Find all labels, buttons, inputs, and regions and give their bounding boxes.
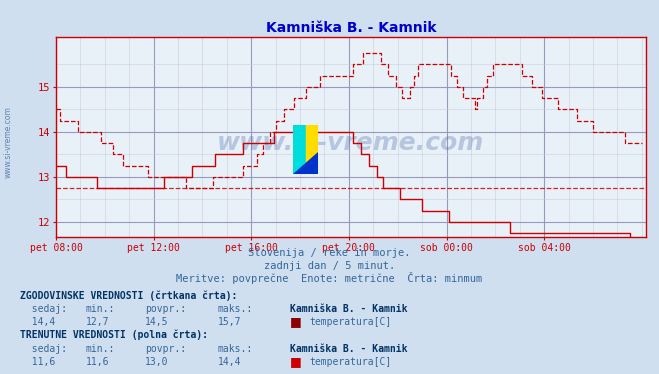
Polygon shape <box>293 152 318 174</box>
Text: 13,0: 13,0 <box>145 357 169 367</box>
Text: zadnji dan / 5 minut.: zadnji dan / 5 minut. <box>264 261 395 271</box>
Text: www.si-vreme.com: www.si-vreme.com <box>3 106 13 178</box>
Text: ■: ■ <box>290 355 302 368</box>
Text: TRENUTNE VREDNOSTI (polna črta):: TRENUTNE VREDNOSTI (polna črta): <box>20 330 208 340</box>
Text: Slovenija / reke in morje.: Slovenija / reke in morje. <box>248 248 411 258</box>
Text: 14,4: 14,4 <box>20 318 55 327</box>
Text: 11,6: 11,6 <box>86 357 109 367</box>
Text: temperatura[C]: temperatura[C] <box>310 357 392 367</box>
Text: 11,6: 11,6 <box>20 357 55 367</box>
Text: sedaj:: sedaj: <box>20 344 67 353</box>
Text: temperatura[C]: temperatura[C] <box>310 318 392 327</box>
Text: Kamniška B. - Kamnik: Kamniška B. - Kamnik <box>290 304 407 314</box>
Text: povpr.:: povpr.: <box>145 344 186 353</box>
Text: min.:: min.: <box>86 344 115 353</box>
Text: www.si-vreme.com: www.si-vreme.com <box>217 131 484 156</box>
Text: min.:: min.: <box>86 304 115 314</box>
Bar <box>306 125 318 174</box>
Title: Kamniška B. - Kamnik: Kamniška B. - Kamnik <box>266 21 436 35</box>
Text: sedaj:: sedaj: <box>20 304 67 314</box>
Text: povpr.:: povpr.: <box>145 304 186 314</box>
Text: maks.:: maks.: <box>217 304 252 314</box>
Text: Kamniška B. - Kamnik: Kamniška B. - Kamnik <box>290 344 407 353</box>
Text: 15,7: 15,7 <box>217 318 241 327</box>
Text: 12,7: 12,7 <box>86 318 109 327</box>
Text: Meritve: povprečne  Enote: metrične  Črta: minmum: Meritve: povprečne Enote: metrične Črta:… <box>177 272 482 284</box>
Text: 14,4: 14,4 <box>217 357 241 367</box>
Text: ZGODOVINSKE VREDNOSTI (črtkana črta):: ZGODOVINSKE VREDNOSTI (črtkana črta): <box>20 291 237 301</box>
Bar <box>293 125 306 174</box>
Text: maks.:: maks.: <box>217 344 252 353</box>
Text: 14,5: 14,5 <box>145 318 169 327</box>
Text: ■: ■ <box>290 315 302 328</box>
